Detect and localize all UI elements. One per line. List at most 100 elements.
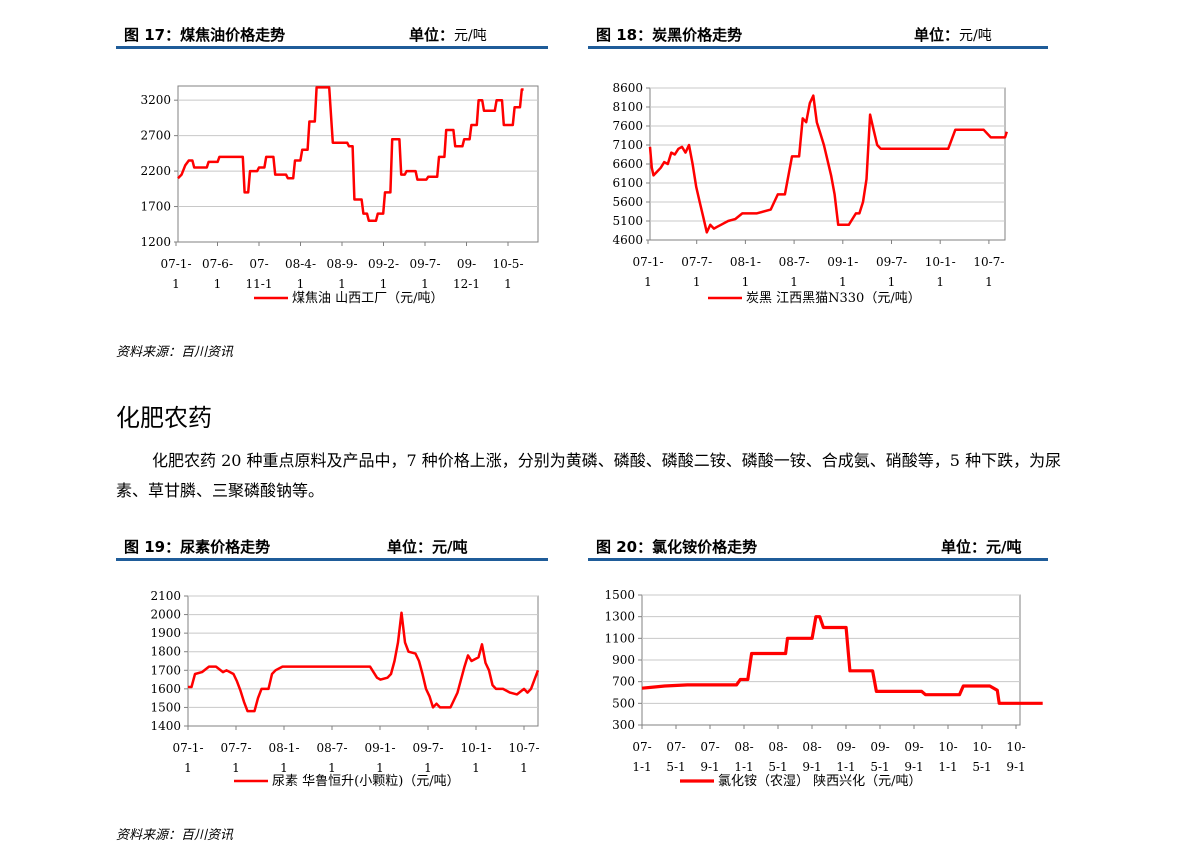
unit-label: 单位： (387, 538, 433, 556)
x-tick-label: 10-5- (492, 257, 523, 271)
y-tick-label: 2700 (140, 129, 171, 143)
x-tick-label: 08-1- (730, 255, 761, 269)
x-tick-label: 1 (328, 761, 336, 775)
unit-value: 元/吨 (959, 28, 992, 44)
source-note: 资料来源：百川资讯 (116, 345, 234, 360)
legend-label: 尿素 华鲁恒升(小颗粒)（元/吨） (272, 774, 460, 789)
y-tick-label: 5100 (612, 214, 643, 228)
y-tick-label: 8100 (612, 100, 643, 114)
x-tick-label: 1 (184, 761, 192, 775)
y-tick-label: 300 (612, 718, 635, 732)
x-tick-label: 07- (249, 257, 268, 271)
figure-17-unit: 单位：元/吨 (409, 24, 487, 45)
x-tick-label: 08- (768, 740, 787, 754)
x-tick-label: 07-6- (202, 257, 233, 271)
x-tick-label: 08-9- (326, 257, 357, 271)
x-tick-label: 10-1- (925, 255, 956, 269)
x-tick-label: 08-1- (268, 741, 299, 755)
figure-18-header: 图 18：炭黑价格走势 单位：元/吨 (588, 20, 1048, 49)
y-tick-label: 6600 (612, 157, 643, 171)
x-tick-label: 1 (280, 761, 288, 775)
x-tick-label: 1-1 (632, 760, 651, 774)
series-line (177, 86, 524, 222)
unit-label: 单位： (914, 26, 960, 44)
x-tick-label: 1 (172, 277, 180, 291)
coal-tar-price-chart: 1200 1700 2200 2700 3200 07-1- 1 07-6- 1 07- 11-1 0… (140, 85, 539, 306)
y-tick-label: 8600 (612, 81, 643, 95)
y-tick-label: 700 (612, 675, 635, 689)
x-tick-label: 07- (666, 740, 685, 754)
y-tick-label: 2000 (150, 608, 181, 622)
x-tick-label: 09-7- (876, 255, 907, 269)
x-tick-label: 10- (938, 740, 957, 754)
x-tick-label: 1 (888, 275, 896, 289)
y-tick-label: 3200 (140, 93, 171, 107)
y-tick-label: 1500 (150, 700, 181, 714)
x-tick-label: 07-1- (632, 255, 663, 269)
x-tick-label: 09- (457, 257, 476, 271)
carbon-black-price-chart: 4600 5100 5600 6100 6600 7100 7600 8100 8600 07-1… (612, 81, 1008, 306)
x-tick-label: 08-7- (316, 741, 347, 755)
x-tick-label: 1 (504, 277, 512, 291)
x-tick-label: 09-1- (364, 741, 395, 755)
x-tick-label: 09-1- (827, 255, 858, 269)
x-tick-label: 1 (424, 761, 432, 775)
x-tick-label: 1 (790, 275, 798, 289)
y-tick-label: 1800 (150, 645, 181, 659)
x-tick-label: 10- (1006, 740, 1025, 754)
x-tick-label: 10-7- (973, 255, 1004, 269)
legend-label: 氯化铵（农湿） 陕西兴化（元/吨） (718, 774, 922, 789)
figure-19-title: 图 19：尿素价格走势 (124, 538, 271, 556)
x-tick-label: 1 (936, 275, 944, 289)
figure-20-unit: 单位：元/吨 (941, 536, 1022, 557)
unit-value: 元/吨 (986, 538, 1022, 556)
figure-18-unit: 单位：元/吨 (914, 24, 992, 45)
y-tick-label: 2200 (140, 164, 171, 178)
y-tick-label: 1500 (604, 588, 635, 602)
x-tick-label: 1 (742, 275, 750, 289)
y-tick-label: 1700 (140, 200, 171, 214)
x-tick-label: 09- (836, 740, 855, 754)
x-tick-label: 09- (904, 740, 923, 754)
x-tick-label: 08-7- (779, 255, 810, 269)
x-tick-label: 9-1 (904, 760, 923, 774)
x-tick-label: 9-1 (700, 760, 719, 774)
x-tick-label: 1 (338, 277, 346, 291)
y-tick-label: 1900 (150, 626, 181, 640)
y-tick-label: 5600 (612, 195, 643, 209)
x-tick-label: 08-4- (285, 257, 316, 271)
x-tick-label: 07- (632, 740, 651, 754)
x-tick-label: 1 (472, 761, 480, 775)
x-tick-label: 1 (232, 761, 240, 775)
y-tick-label: 7600 (612, 119, 643, 133)
x-tick-label: 9-1 (1006, 760, 1025, 774)
legend-label: 炭黑 江西黑猫N330（元/吨） (746, 291, 921, 306)
x-tick-label: 08- (802, 740, 821, 754)
y-tick-label: 1100 (604, 631, 635, 645)
x-tick-label: 1 (839, 275, 847, 289)
x-tick-label: 1 (693, 275, 701, 289)
x-tick-label: 09-2- (368, 257, 399, 271)
unit-value: 元/吨 (432, 538, 468, 556)
y-tick-label: 500 (612, 696, 635, 710)
x-tick-label: 10-7- (508, 741, 539, 755)
x-tick-label: 1 (421, 277, 429, 291)
series-line (648, 94, 1008, 234)
x-tick-label: 1 (376, 761, 384, 775)
x-tick-label: 10- (972, 740, 991, 754)
x-tick-label: 07- (700, 740, 719, 754)
x-tick-label: 5-1 (972, 760, 991, 774)
section-title: 化肥农药 (116, 404, 212, 432)
figure-18-title: 图 18：炭黑价格走势 (596, 26, 743, 44)
unit-value: 元/吨 (454, 28, 487, 44)
x-tick-label: 1 (985, 275, 993, 289)
x-tick-label: 09-7- (412, 741, 443, 755)
x-tick-label: 5-1 (870, 760, 889, 774)
x-tick-label: 07-1- (172, 741, 203, 755)
unit-label: 单位： (409, 26, 455, 44)
x-tick-label: 1-1 (938, 760, 957, 774)
x-tick-label: 1 (644, 275, 652, 289)
figure-19-unit: 单位：元/吨 (387, 536, 468, 557)
y-tick-label: 6100 (612, 176, 643, 190)
x-tick-label: 07-7- (220, 741, 251, 755)
